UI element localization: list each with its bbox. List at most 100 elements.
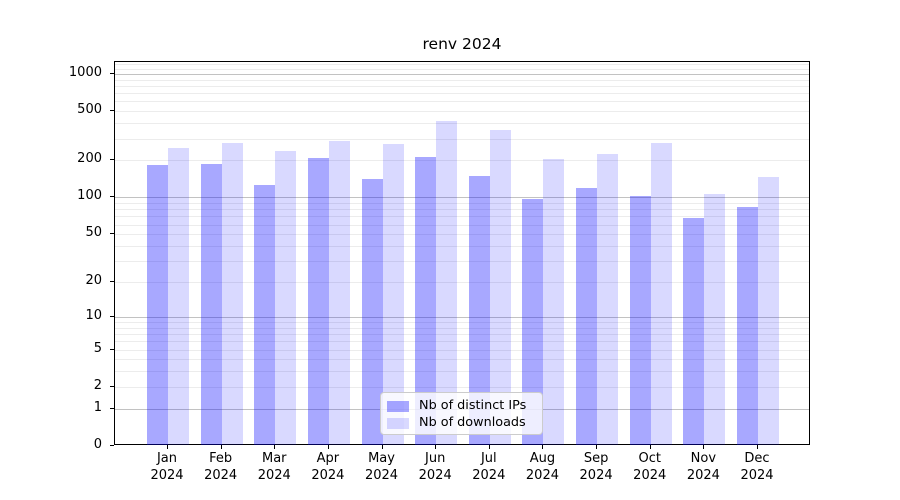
x-tick-label: Jun 2024	[418, 451, 452, 483]
bar-distinct-ips	[361, 179, 383, 445]
x-tick-label: Jul 2024	[472, 451, 506, 483]
legend-swatch-downloads	[387, 417, 409, 429]
bar-downloads	[382, 143, 404, 445]
bar-distinct-ips	[147, 164, 168, 445]
bar-distinct-ips	[307, 157, 329, 445]
x-tick-label: Oct 2024	[633, 451, 667, 483]
x-tick	[757, 445, 758, 449]
y-tick	[110, 385, 114, 387]
gridline-minor	[115, 322, 809, 323]
gridline-minor	[115, 246, 809, 248]
bar-downloads	[758, 176, 779, 445]
gridline-minor	[115, 334, 809, 336]
gridline-minor	[115, 79, 809, 81]
x-tick-label: May 2024	[364, 451, 399, 483]
bar-downloads	[543, 159, 565, 445]
legend-label-downloads: Nb of downloads	[419, 415, 526, 430]
y-tick-label: 1	[93, 399, 102, 415]
x-tick-label: Aug 2024	[525, 451, 559, 483]
y-tick-label: 50	[85, 225, 102, 241]
x-tick	[542, 445, 544, 449]
gridline-minor	[115, 216, 809, 218]
x-tick-label: Nov 2024	[686, 451, 720, 483]
y-tick	[110, 196, 114, 198]
gridline-minor	[115, 138, 809, 140]
x-tick-label: Mar 2024	[257, 451, 291, 483]
legend: Nb of distinct IPs Nb of downloads	[380, 392, 543, 435]
y-tick-label: 100	[77, 188, 102, 204]
y-tick	[110, 281, 114, 283]
legend-item-distinct-ips: Nb of distinct IPs	[387, 398, 542, 414]
plot-area	[114, 61, 810, 445]
bar-distinct-ips	[629, 195, 651, 445]
gridline-minor	[115, 203, 809, 205]
x-tick	[703, 445, 705, 449]
bar-downloads	[328, 141, 350, 445]
gridline-minor	[115, 341, 809, 343]
y-tick	[110, 445, 114, 446]
bar-downloads	[275, 151, 297, 445]
legend-swatch-distinct-ips	[387, 400, 409, 412]
y-tick-label: 2	[93, 377, 102, 393]
x-tick	[220, 445, 222, 449]
gridline-minor	[115, 261, 809, 263]
gridline-minor	[115, 234, 809, 236]
bar-downloads	[597, 154, 619, 445]
y-tick-label: 10	[85, 307, 102, 323]
legend-item-downloads: Nb of downloads	[387, 415, 542, 431]
x-tick	[435, 445, 437, 449]
x-tick	[274, 445, 276, 449]
gridline-minor	[115, 123, 809, 125]
x-tick	[327, 445, 329, 449]
gridline-minor	[115, 349, 809, 351]
gridline-minor	[115, 64, 809, 66]
gridline-major	[115, 316, 809, 318]
bar-distinct-ips	[468, 175, 490, 445]
y-tick	[110, 315, 114, 317]
y-tick	[110, 72, 114, 74]
chart-title: renv 2024	[422, 35, 502, 53]
bar-distinct-ips	[200, 164, 222, 445]
x-tick	[649, 445, 651, 449]
y-tick	[110, 233, 114, 235]
gridline-minor	[115, 282, 809, 284]
y-tick-label: 500	[77, 102, 102, 118]
y-tick-label: 200	[77, 151, 102, 167]
x-tick-label: Feb 2024	[204, 451, 238, 483]
y-tick-label: 20	[85, 273, 102, 289]
y-tick	[110, 407, 114, 409]
x-tick-label: Jan 2024	[150, 451, 184, 483]
x-tick	[596, 445, 598, 449]
x-tick-label: Sep 2024	[579, 451, 613, 483]
gridline-minor	[115, 386, 809, 388]
gridline-minor	[115, 101, 809, 103]
y-tick	[110, 348, 114, 350]
x-tick	[167, 445, 168, 449]
gridline-major	[115, 197, 809, 199]
bar-downloads	[168, 147, 189, 445]
bar-distinct-ips	[254, 185, 276, 445]
gridline-minor	[115, 160, 809, 162]
gridline-minor	[115, 93, 809, 95]
bar-distinct-ips	[737, 206, 758, 445]
gridline-minor	[115, 85, 809, 87]
bar-downloads	[650, 142, 672, 445]
bar-distinct-ips	[576, 187, 598, 445]
bar-downloads	[436, 120, 458, 445]
y-tick	[110, 110, 114, 112]
y-tick-label: 5	[93, 340, 102, 356]
gridline-minor	[115, 224, 809, 226]
y-tick	[110, 159, 114, 161]
x-tick-label: Apr 2024	[311, 451, 345, 483]
bar-distinct-ips	[683, 217, 705, 445]
gridline-minor	[115, 68, 809, 70]
legend-label-distinct-ips: Nb of distinct IPs	[419, 398, 527, 413]
y-tick-label: 1000	[68, 64, 102, 80]
bar-distinct-ips	[522, 199, 544, 445]
gridline-minor	[115, 359, 809, 361]
bar-downloads	[704, 194, 726, 445]
gridline-minor	[115, 209, 809, 211]
gridline-minor	[115, 111, 809, 113]
y-tick-label: 0	[93, 437, 102, 452]
